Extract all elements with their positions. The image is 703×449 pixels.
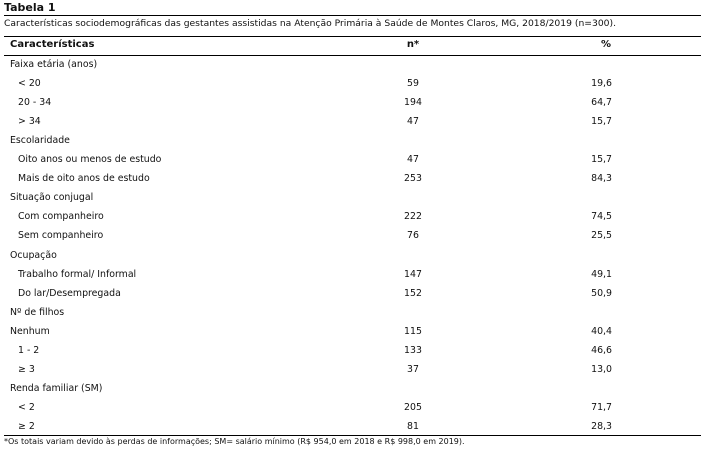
row-label: Trabalho formal/ Informal bbox=[18, 268, 137, 280]
header-n: n* bbox=[406, 39, 420, 50]
row-n: 47 bbox=[407, 154, 419, 166]
row-n: 59 bbox=[407, 78, 419, 90]
row-label: Nenhum bbox=[10, 325, 50, 337]
table-row: > 34 47 15,7 bbox=[0, 113, 703, 132]
row-percent: 49,1 bbox=[591, 268, 612, 280]
row-n: 37 bbox=[407, 363, 419, 375]
row-label: > 34 bbox=[18, 116, 41, 128]
row-percent: 13,0 bbox=[591, 363, 612, 375]
header-row: Características n* % bbox=[0, 37, 703, 54]
table-row: Do lar/Desempregada 152 50,9 bbox=[0, 285, 703, 304]
row-label: ≥ 2 bbox=[18, 420, 35, 432]
header-bottom-rule bbox=[4, 55, 701, 56]
header-top-rule bbox=[4, 36, 701, 37]
header-percent: % bbox=[600, 39, 611, 50]
row-percent: 40,4 bbox=[591, 325, 612, 337]
row-label: Renda familiar (SM) bbox=[10, 382, 103, 394]
row-label: Mais de oito anos de estudo bbox=[18, 173, 150, 185]
table-row: 1 - 2 133 46,6 bbox=[0, 342, 703, 361]
table-row: ≥ 2 81 28,3 bbox=[0, 418, 703, 437]
row-n: 147 bbox=[404, 268, 422, 280]
row-label: Com companheiro bbox=[18, 211, 104, 223]
row-label: < 2 bbox=[18, 401, 35, 413]
row-n: 76 bbox=[407, 230, 419, 242]
table-row: Sem companheiro 76 25,5 bbox=[0, 227, 703, 246]
row-label: Faixa etária (anos) bbox=[10, 59, 98, 70]
table-row: ≥ 3 37 13,0 bbox=[0, 361, 703, 380]
category-row: Renda familiar (SM) bbox=[0, 380, 703, 399]
row-label: ≥ 3 bbox=[18, 363, 35, 375]
row-n: 133 bbox=[404, 344, 422, 356]
table-row: Com companheiro 222 74,5 bbox=[0, 208, 703, 227]
row-label: Sem companheiro bbox=[18, 230, 104, 242]
row-percent: 64,7 bbox=[591, 97, 612, 109]
row-label: Situação conjugal bbox=[10, 192, 94, 204]
row-n: 47 bbox=[407, 116, 419, 128]
row-n: 152 bbox=[404, 287, 422, 299]
row-n: 115 bbox=[404, 325, 422, 337]
table-row: < 2 205 71,7 bbox=[0, 399, 703, 418]
row-n: 194 bbox=[404, 97, 422, 109]
table-row: Mais de oito anos de estudo 253 84,3 bbox=[0, 170, 703, 189]
category-row: Escolaridade bbox=[0, 132, 703, 151]
row-n: 81 bbox=[407, 420, 419, 432]
bottom-rule bbox=[4, 435, 701, 436]
row-label: Ocupação bbox=[10, 249, 57, 261]
row-label: Nº de filhos bbox=[10, 306, 65, 318]
header-characteristic: Características bbox=[10, 39, 95, 50]
top-rule bbox=[4, 15, 701, 16]
row-label: Oito anos ou menos de estudo bbox=[18, 154, 162, 166]
row-percent: 19,6 bbox=[591, 78, 612, 90]
row-percent: 84,3 bbox=[591, 173, 612, 185]
table-row: < 20 59 19,6 bbox=[0, 75, 703, 94]
row-label: 1 - 2 bbox=[18, 344, 40, 356]
row-percent: 15,7 bbox=[591, 154, 612, 166]
category-row: Ocupação bbox=[0, 247, 703, 266]
row-percent: 71,7 bbox=[591, 401, 612, 413]
row-percent: 15,7 bbox=[591, 116, 612, 128]
row-n: 222 bbox=[404, 211, 422, 223]
category-row: Situação conjugal bbox=[0, 189, 703, 208]
table-row: Trabalho formal/ Informal 147 49,1 bbox=[0, 266, 703, 285]
table-footnote: *Os totais variam devido às perdas de in… bbox=[4, 437, 465, 446]
table-row: Oito anos ou menos de estudo 47 15,7 bbox=[0, 151, 703, 170]
row-n: 205 bbox=[404, 401, 422, 413]
row-percent: 74,5 bbox=[591, 211, 612, 223]
category-row: Nº de filhos bbox=[0, 304, 703, 323]
row-percent: 25,5 bbox=[591, 230, 612, 242]
row-label: 20 - 34 bbox=[18, 97, 52, 109]
row-percent: 28,3 bbox=[591, 420, 612, 432]
table-row: 20 - 34 194 64,7 bbox=[0, 94, 703, 113]
row-label: Escolaridade bbox=[10, 135, 70, 147]
table-label: Tabela 1 bbox=[4, 1, 56, 14]
row-label: Do lar/Desempregada bbox=[18, 287, 121, 299]
row-label: < 20 bbox=[18, 78, 41, 90]
category-row: Faixa etária (anos) bbox=[0, 56, 703, 75]
row-n: 253 bbox=[404, 173, 422, 185]
row-percent: 50,9 bbox=[591, 287, 612, 299]
table-row: Nenhum 115 40,4 bbox=[0, 323, 703, 342]
row-percent: 46,6 bbox=[591, 344, 612, 356]
table-caption: Características sociodemográficas das ge… bbox=[4, 18, 617, 29]
